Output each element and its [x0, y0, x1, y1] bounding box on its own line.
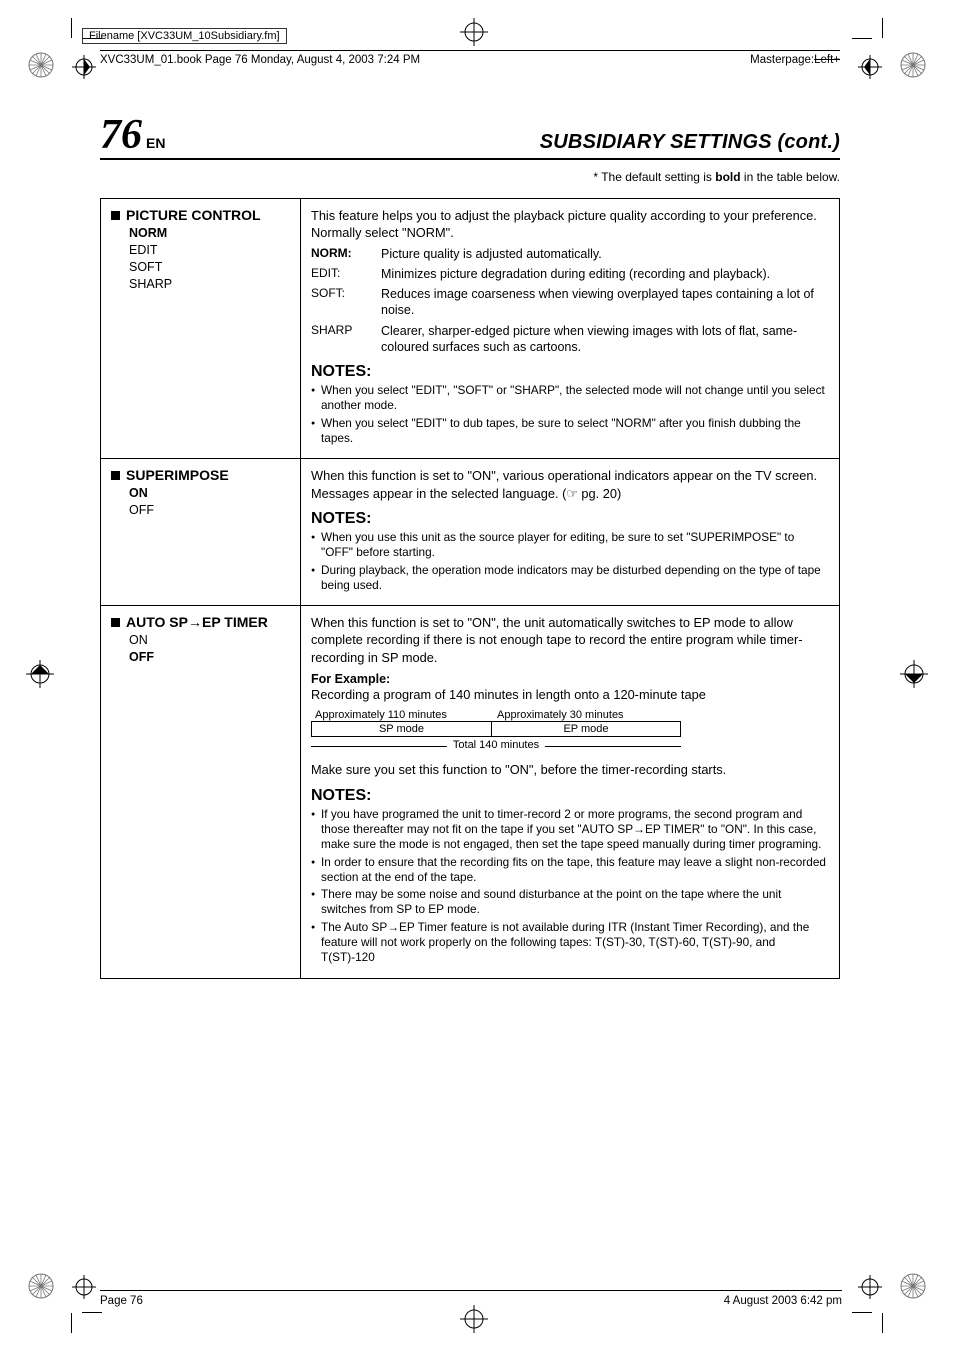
list-item: When you use this unit as the source pla… [311, 530, 829, 561]
make-sure-line: Make sure you set this function to "ON",… [311, 761, 829, 778]
arrow-right-icon: → [188, 614, 202, 630]
setting-options: ON OFF [129, 485, 290, 519]
for-example-label: For Example: [311, 672, 829, 686]
list-item: In order to ensure that the recording fi… [311, 855, 829, 886]
list-item: During playback, the operation mode indi… [311, 563, 829, 594]
notes-heading: NOTES: [311, 363, 829, 381]
table-row: SUPERIMPOSE ON OFF When this function is… [101, 459, 840, 606]
page-number: 76EN [100, 114, 165, 156]
list-item: There may be some noise and sound distur… [311, 887, 829, 918]
example-line: Recording a program of 140 minutes in le… [311, 686, 829, 703]
def-row: SHARP Clearer, sharper-edged picture whe… [311, 323, 829, 356]
tape-total-label: Total 140 minutes [447, 739, 545, 751]
tape-label-sp: Approximately 110 minutes [311, 709, 491, 721]
setting-options: NORM EDIT SOFT SHARP [129, 225, 290, 293]
crop-corner-bl [62, 1303, 102, 1343]
table-row: AUTO SP→EP TIMER ON OFF When this functi… [101, 606, 840, 979]
list-item: When you select "EDIT", "SOFT" or "SHARP… [311, 383, 829, 414]
tape-diagram: Approximately 110 minutes Approximately … [311, 709, 829, 753]
reg-small-br [856, 1273, 884, 1301]
list-item: When you select "EDIT" to dub tapes, be … [311, 416, 829, 447]
list-item: If you have programed the unit to timer-… [311, 807, 829, 853]
reg-small-bl [70, 1273, 98, 1301]
square-bullet-icon [111, 211, 120, 220]
radial-bl [28, 1273, 54, 1299]
footer: Page 76 4 August 2003 6:42 pm [100, 1290, 842, 1307]
def-row: SOFT: Reduces image coarseness when view… [311, 286, 829, 319]
def-row: EDIT: Minimizes picture degradation duri… [311, 266, 829, 282]
radial-tl [28, 52, 54, 78]
crop-corner-tr [852, 8, 892, 48]
reg-small-tr [856, 53, 884, 81]
notes-heading: NOTES: [311, 510, 829, 528]
setting-options: ON OFF [129, 632, 290, 666]
reg-bottom [460, 1305, 488, 1333]
radial-br [900, 1273, 926, 1299]
tape-box-sp: SP mode [312, 722, 492, 736]
bookline: XVC33UM_01.book Page 76 Monday, August 4… [100, 54, 420, 66]
default-note: * The default setting is bold in the tab… [100, 170, 840, 184]
superimpose-intro: When this function is set to "ON", vario… [311, 467, 829, 502]
notes-list: When you use this unit as the source pla… [311, 530, 829, 593]
square-bullet-icon [111, 618, 120, 627]
page-content: Filename [XVC33UM_10Subsidiary.fm] XVC33… [100, 26, 840, 979]
table-row: PICTURE CONTROL NORM EDIT SOFT SHARP Thi… [101, 199, 840, 459]
def-row: NORM: Picture quality is adjusted automa… [311, 246, 829, 262]
square-bullet-icon [111, 471, 120, 480]
reg-small-tl [70, 53, 98, 81]
settings-table: PICTURE CONTROL NORM EDIT SOFT SHARP Thi… [100, 198, 840, 979]
filename-box: Filename [XVC33UM_10Subsidiary.fm] [82, 28, 287, 44]
masterpage: Masterpage:Left+ [750, 54, 840, 66]
notes-heading: NOTES: [311, 787, 829, 805]
footer-page: Page 76 [100, 1295, 143, 1307]
notes-list: If you have programed the unit to timer-… [311, 807, 829, 966]
section-title: SUBSIDIARY SETTINGS (cont.) [540, 131, 840, 154]
setting-name-autosp: AUTO SP→EP TIMER [111, 614, 290, 630]
reg-left [26, 660, 54, 688]
setting-name-picture: PICTURE CONTROL [111, 207, 290, 223]
tape-label-ep: Approximately 30 minutes [491, 709, 624, 721]
footer-date: 4 August 2003 6:42 pm [724, 1295, 842, 1307]
setting-name-superimpose: SUPERIMPOSE [111, 467, 290, 483]
radial-tr [900, 52, 926, 78]
autosp-intro: When this function is set to "ON", the u… [311, 614, 829, 666]
picture-intro: This feature helps you to adjust the pla… [311, 207, 829, 242]
tape-box-ep: EP mode [492, 722, 680, 736]
list-item: The Auto SP→EP Timer feature is not avai… [311, 920, 829, 966]
header-rule: XVC33UM_01.book Page 76 Monday, August 4… [100, 50, 840, 66]
title-row: 76EN SUBSIDIARY SETTINGS (cont.) [100, 114, 840, 160]
reg-right [900, 660, 928, 688]
crop-corner-br [852, 1303, 892, 1343]
notes-list: When you select "EDIT", "SOFT" or "SHARP… [311, 383, 829, 446]
